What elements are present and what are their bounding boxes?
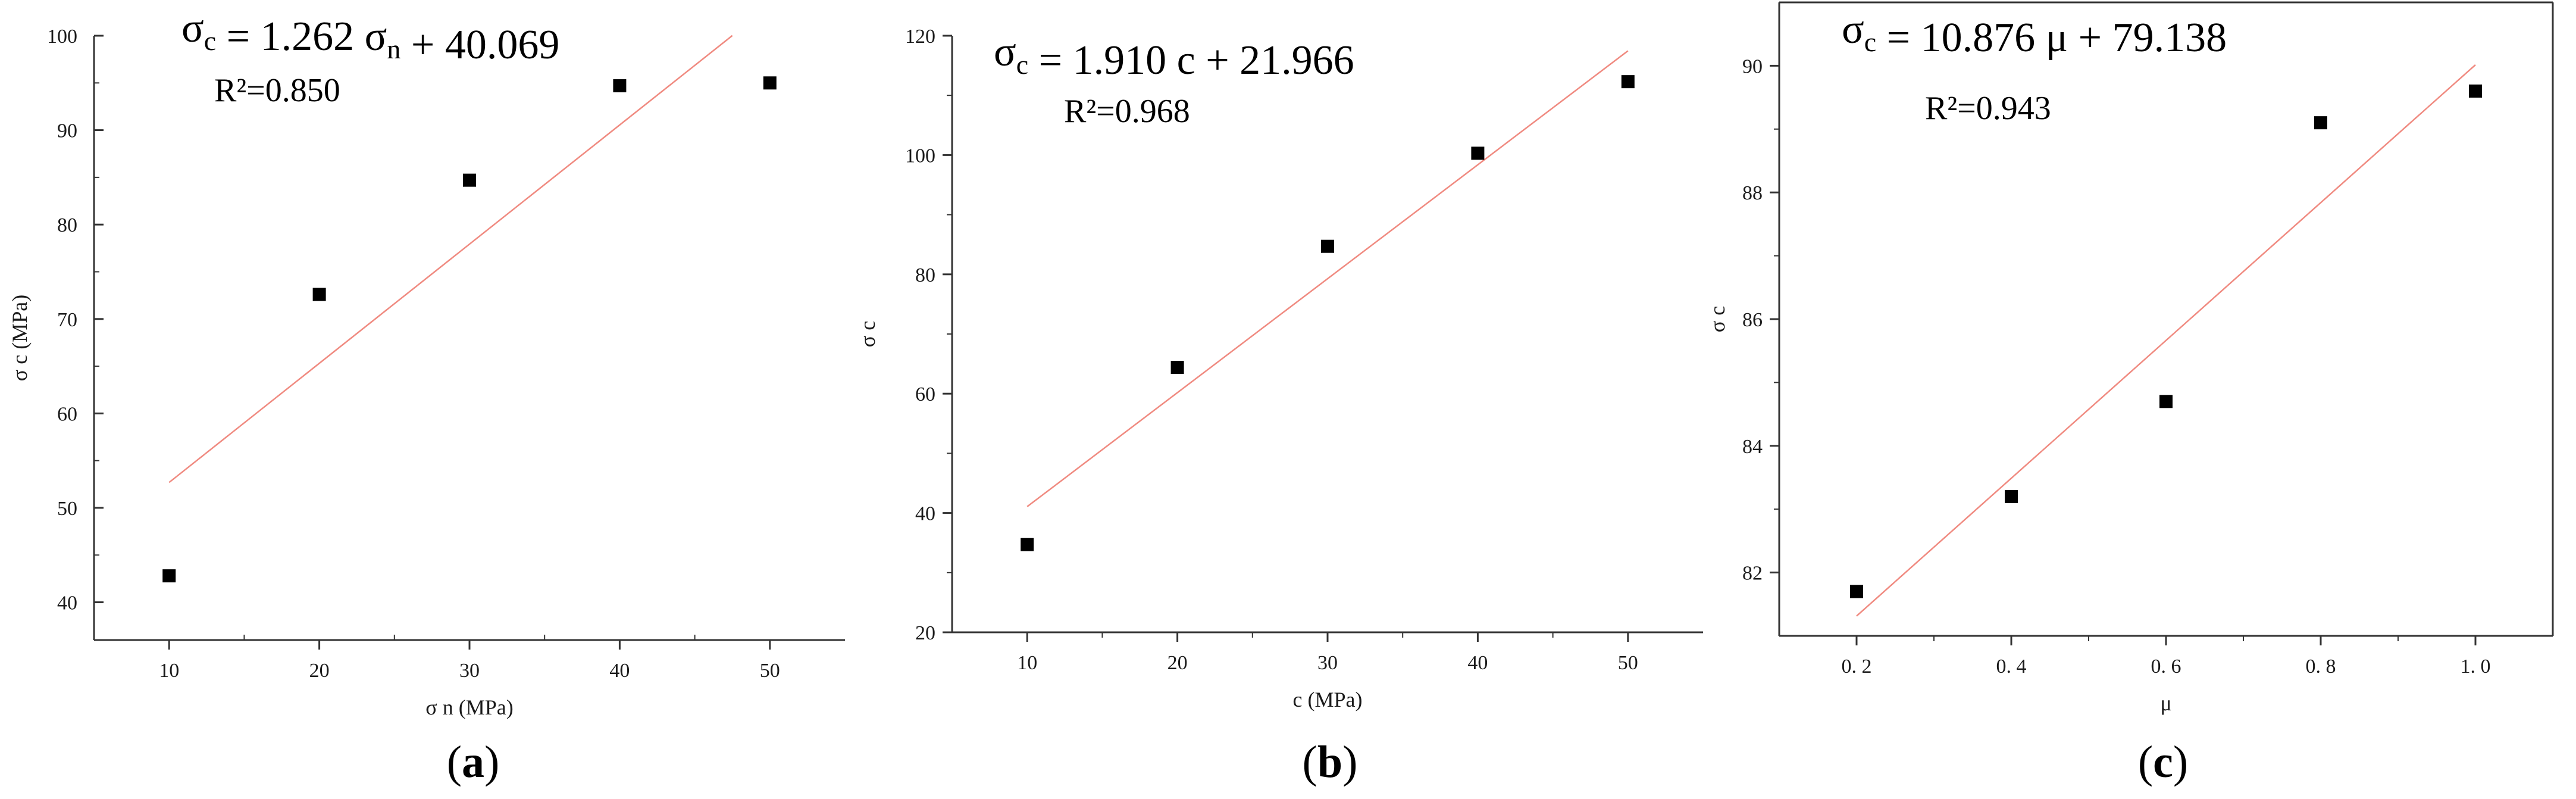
x-tick-label: 0. 8 [2306, 656, 2336, 678]
data-point [1170, 361, 1184, 374]
data-point [1621, 75, 1635, 89]
data-point [2314, 116, 2327, 130]
data-point [1321, 239, 1334, 253]
y-tick-label: 40 [57, 592, 77, 614]
y-tick-label: 80 [57, 214, 77, 236]
y-tick-label: 100 [905, 145, 935, 167]
data-point [1471, 146, 1485, 160]
r-squared-label: R²=0.850 [214, 72, 340, 109]
y-tick-label: 70 [57, 309, 77, 331]
data-point [2469, 84, 2482, 98]
data-point [763, 76, 777, 90]
y-tick-label: 50 [57, 498, 77, 520]
fit-equation: σc = 1.262 σn + 40.069 [181, 5, 559, 68]
y-axis-label: σ c [1705, 306, 1729, 332]
x-tick-label: 50 [1618, 652, 1638, 674]
fit-line [1026, 50, 1629, 507]
x-tick-label: 30 [1317, 652, 1338, 674]
y-tick-label: 82 [1742, 563, 1763, 585]
y-tick-label: 86 [1742, 309, 1763, 331]
y-tick-label: 80 [915, 264, 935, 286]
x-tick-label: 1. 0 [2461, 656, 2491, 678]
data-point [2005, 489, 2018, 503]
x-axis-label: c (MPa) [1293, 688, 1363, 711]
y-tick-label: 100 [47, 26, 77, 48]
chart-panel-c: 0. 2 0. 4 0. 6 0. 8 1. 0 82 84 86 88 90 μ σ c σc = 1… [1705, 1, 2554, 787]
data-point [162, 569, 176, 583]
y-tick-label: 84 [1742, 436, 1763, 458]
x-tick-label: 10 [1017, 652, 1037, 674]
data-point [463, 173, 476, 187]
fit-line [1856, 64, 2476, 617]
x-tick-label: 20 [1168, 652, 1188, 674]
data-point [613, 79, 627, 93]
y-tick-label: 90 [1742, 55, 1763, 77]
x-tick-label: 10 [159, 660, 179, 682]
y-tick-label: 60 [57, 403, 77, 425]
r-squared-label: R²=0.943 [1925, 90, 2051, 127]
x-tick-label: 0. 2 [1842, 656, 1872, 678]
x-tick-label: 40 [1467, 652, 1488, 674]
x-tick-label: 20 [309, 660, 330, 682]
fit-line [168, 35, 733, 483]
x-tick-label: 0. 4 [1996, 656, 2027, 678]
y-axis-label: σ c (MPa) [8, 295, 32, 381]
y-tick-label: 60 [915, 383, 935, 405]
y-tick-label: 40 [915, 503, 935, 525]
x-tick-label: 30 [459, 660, 480, 682]
data-point [1850, 585, 1863, 598]
fit-equation: σc = 1.910 c + 21.966 [994, 29, 1354, 83]
y-tick-label: 120 [905, 26, 935, 48]
data-point [2159, 395, 2173, 408]
x-tick-label: 50 [760, 660, 780, 682]
x-tick-label: 40 [609, 660, 630, 682]
y-tick-label: 88 [1742, 182, 1763, 204]
data-point [1021, 538, 1034, 551]
x-tick-label: 0. 6 [2151, 656, 2181, 678]
y-tick-label: 20 [915, 622, 935, 644]
panel-caption: (b) [1303, 737, 1358, 787]
chart-panel-a: 10 20 30 40 50 40 50 60 70 80 90 100 σ n (MPa) σ c (M… [8, 5, 845, 787]
y-axis-label: σ c [856, 321, 879, 347]
fit-equation: σc = 10.876 μ + 79.138 [1842, 7, 2227, 61]
panel-caption: (c) [2138, 737, 2188, 787]
chart-panel-b: 10 20 30 40 50 20 40 60 80 100 120 c (MPa) σ c σc = 1… [856, 26, 1703, 787]
panel-caption: (a) [447, 737, 500, 787]
data-point [312, 288, 326, 301]
x-axis-label: σ n (MPa) [425, 695, 513, 719]
y-tick-label: 90 [57, 120, 77, 142]
r-squared-label: R²=0.968 [1064, 93, 1190, 130]
x-axis-label: μ [2160, 691, 2171, 715]
